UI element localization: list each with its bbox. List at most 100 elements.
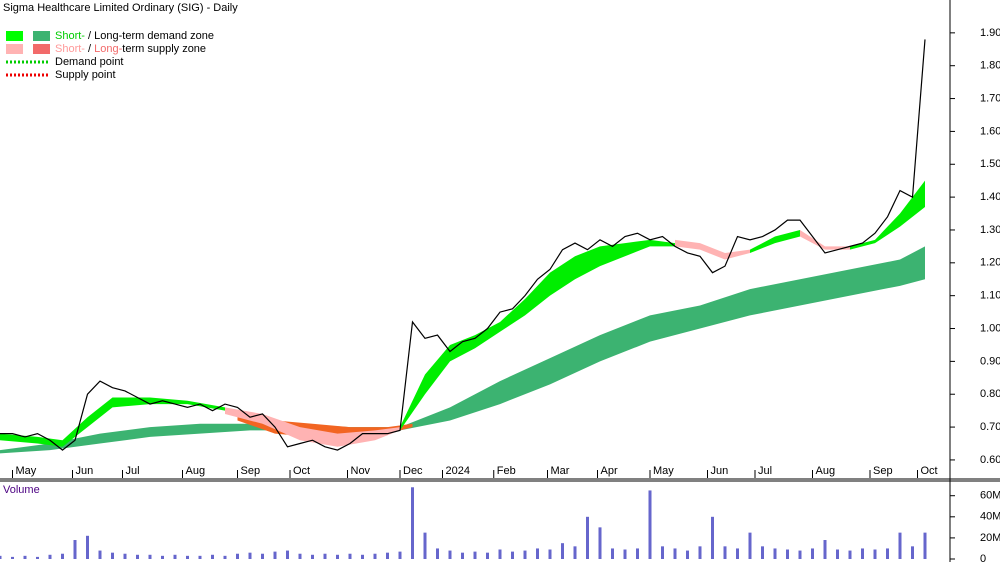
legend-label: Short- / Long-term demand zone: [55, 30, 214, 42]
x-tick-label: Oct: [921, 465, 938, 477]
legend-text: Short-: [55, 30, 85, 42]
y-tick-label: 1.40: [980, 191, 1000, 203]
legend-label: Demand point: [55, 56, 124, 68]
volume-bar: [923, 532, 927, 559]
volume-bar: [723, 546, 727, 559]
volume-bar: [748, 532, 752, 559]
volume-bar: [873, 549, 877, 559]
volume-bar: [636, 548, 639, 559]
legend-text: Long-: [94, 43, 122, 55]
volume-bar: [348, 553, 352, 559]
x-tick-label: Nov: [351, 465, 371, 477]
volume-bar: [161, 555, 164, 559]
volume-bar: [661, 546, 664, 559]
x-tick-label: Feb: [497, 465, 516, 477]
x-tick-label: May: [653, 465, 674, 477]
volume-bar: [223, 555, 227, 559]
x-tick-label: Jun: [711, 465, 729, 477]
volume-bar: [48, 554, 52, 559]
x-tick-label: May: [16, 465, 37, 477]
volume-bar: [861, 548, 864, 559]
volume-bar: [361, 554, 364, 559]
volume-bar: [536, 548, 539, 559]
legend-swatch: [33, 31, 50, 41]
volume-bar: [236, 553, 239, 559]
y-tick-label: 40M: [980, 511, 1000, 523]
volume-bar: [761, 546, 764, 559]
volume-bar: [848, 550, 852, 559]
volume-bar: [773, 548, 777, 559]
y-tick-label: 0: [980, 553, 986, 562]
volume-bar: [36, 556, 39, 559]
legend-swatch: [6, 31, 23, 41]
volume-bar: [436, 548, 439, 559]
volume-bar: [248, 552, 252, 559]
volume-bar: [811, 548, 814, 559]
x-tick-label: Apr: [601, 465, 618, 477]
y-tick-label: 0.90: [980, 355, 1000, 367]
volume-bar: [786, 549, 789, 559]
volume-bar: [86, 535, 89, 559]
chart-title: Sigma Healthcare Limited Ordinary (SIG) …: [3, 2, 238, 14]
y-tick-label: 1.30: [980, 224, 1000, 236]
legend-text: Demand point: [55, 56, 124, 68]
y-tick-label: 1.00: [980, 322, 1000, 334]
volume-bar: [173, 554, 177, 559]
y-tick-label: 1.80: [980, 60, 1000, 72]
legend-swatch: [6, 44, 23, 54]
y-tick-label: 1.70: [980, 92, 1000, 104]
x-tick-label: Oct: [293, 465, 310, 477]
volume-bar: [373, 553, 377, 559]
volume-bar: [586, 516, 589, 559]
y-tick-label: 1.60: [980, 125, 1000, 137]
volume-bar: [448, 550, 452, 559]
volume-bar: [611, 548, 614, 559]
volume-bar: [61, 553, 64, 559]
y-tick-label: 1.50: [980, 158, 1000, 170]
volume-bar: [111, 552, 114, 559]
volume-bar: [648, 490, 652, 559]
volume-bar: [211, 554, 214, 559]
volume-bar: [273, 551, 277, 559]
y-tick-label: 0.60: [980, 454, 1000, 466]
volume-bar: [898, 532, 902, 559]
volume-bar: [23, 555, 27, 559]
x-tick-label: Dec: [403, 465, 423, 477]
volume-bar: [523, 550, 527, 559]
volume-bar: [398, 551, 402, 559]
volume-bar: [11, 556, 14, 559]
volume-bar: [73, 540, 77, 559]
x-tick-label: Aug: [816, 465, 836, 477]
volume-bar: [298, 553, 302, 559]
legend-text: term supply zone: [122, 43, 206, 55]
volume-bar: [673, 548, 677, 559]
legend-text: /: [85, 43, 94, 55]
volume-bar: [198, 555, 202, 559]
volume-bar: [423, 532, 427, 559]
volume-bar: [498, 549, 502, 559]
x-tick-label: Jul: [758, 465, 772, 477]
volume-bar: [411, 487, 414, 559]
x-tick-label: Sep: [241, 465, 261, 477]
legend-swatch: [33, 44, 50, 54]
price-line: [0, 39, 926, 451]
x-tick-label: Jul: [126, 465, 140, 477]
volume-bar: [511, 551, 514, 559]
volume-bar: [286, 550, 289, 559]
volume-bar: [473, 551, 477, 559]
legend-text: Short-: [55, 43, 85, 55]
volume-bar: [698, 546, 702, 559]
volume-bar: [548, 549, 552, 559]
x-tick-label: Jun: [76, 465, 94, 477]
y-tick-label: 0.70: [980, 421, 1000, 433]
volume-bar: [486, 552, 489, 559]
x-tick-label: Aug: [186, 465, 206, 477]
volume-bar: [186, 555, 189, 559]
volume-bar: [336, 554, 339, 559]
y-tick-label: 1.20: [980, 257, 1000, 269]
volume-bar: [323, 553, 327, 559]
volume-title: Volume: [3, 484, 40, 496]
zone-band: [0, 180, 925, 447]
volume-bar: [461, 552, 464, 559]
